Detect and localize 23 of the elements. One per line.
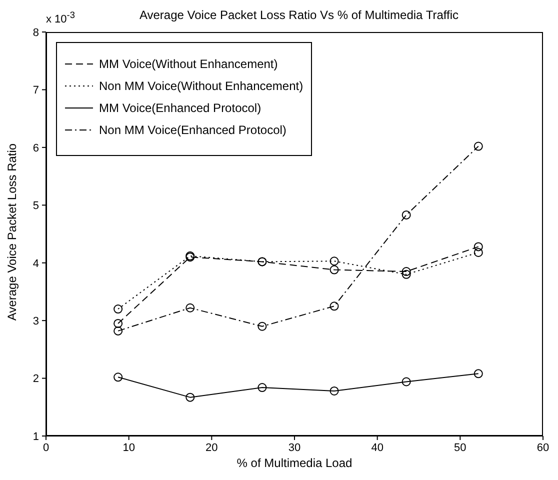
y-tick-label: 7	[32, 84, 39, 97]
y-tick-label: 1	[32, 430, 39, 443]
legend-label: Non MM Voice(Without Enhancement)	[99, 79, 304, 93]
y-tick-label: 2	[32, 373, 39, 386]
legend-label: MM Voice(Enhanced Protocol)	[99, 101, 262, 115]
y-tick-label: 4	[32, 258, 39, 270]
x-tick-label: 10	[122, 442, 135, 454]
text: x 10$^{-3}$	[46, 10, 75, 26]
x-tick-label: 40	[371, 442, 384, 454]
y-axis-title: Average Voice Packet Loss Ratio	[5, 143, 19, 321]
legend-label: MM Voice(Without Enhancement)	[99, 57, 278, 71]
x-tick-label: 60	[536, 442, 550, 454]
y-tick-label: 3	[32, 315, 39, 328]
x-tick-label: 30	[288, 442, 301, 454]
y-tick-label: 5	[32, 200, 39, 212]
x-tick-label: 20	[206, 442, 218, 454]
x-axis-title: % of Multimedia Load	[236, 456, 354, 470]
y-tick-label: 6	[32, 142, 39, 154]
y-tick-label: 8	[32, 26, 39, 39]
x-tick-label: 50	[454, 442, 466, 454]
x-tick-label: 0	[42, 442, 50, 454]
chart-title: Average Voice Packet Loss Ratio Vs % of Multimedia Traffic	[139, 8, 459, 22]
legend-label: Non MM Voice(Enhanced Protocol)	[99, 123, 286, 137]
